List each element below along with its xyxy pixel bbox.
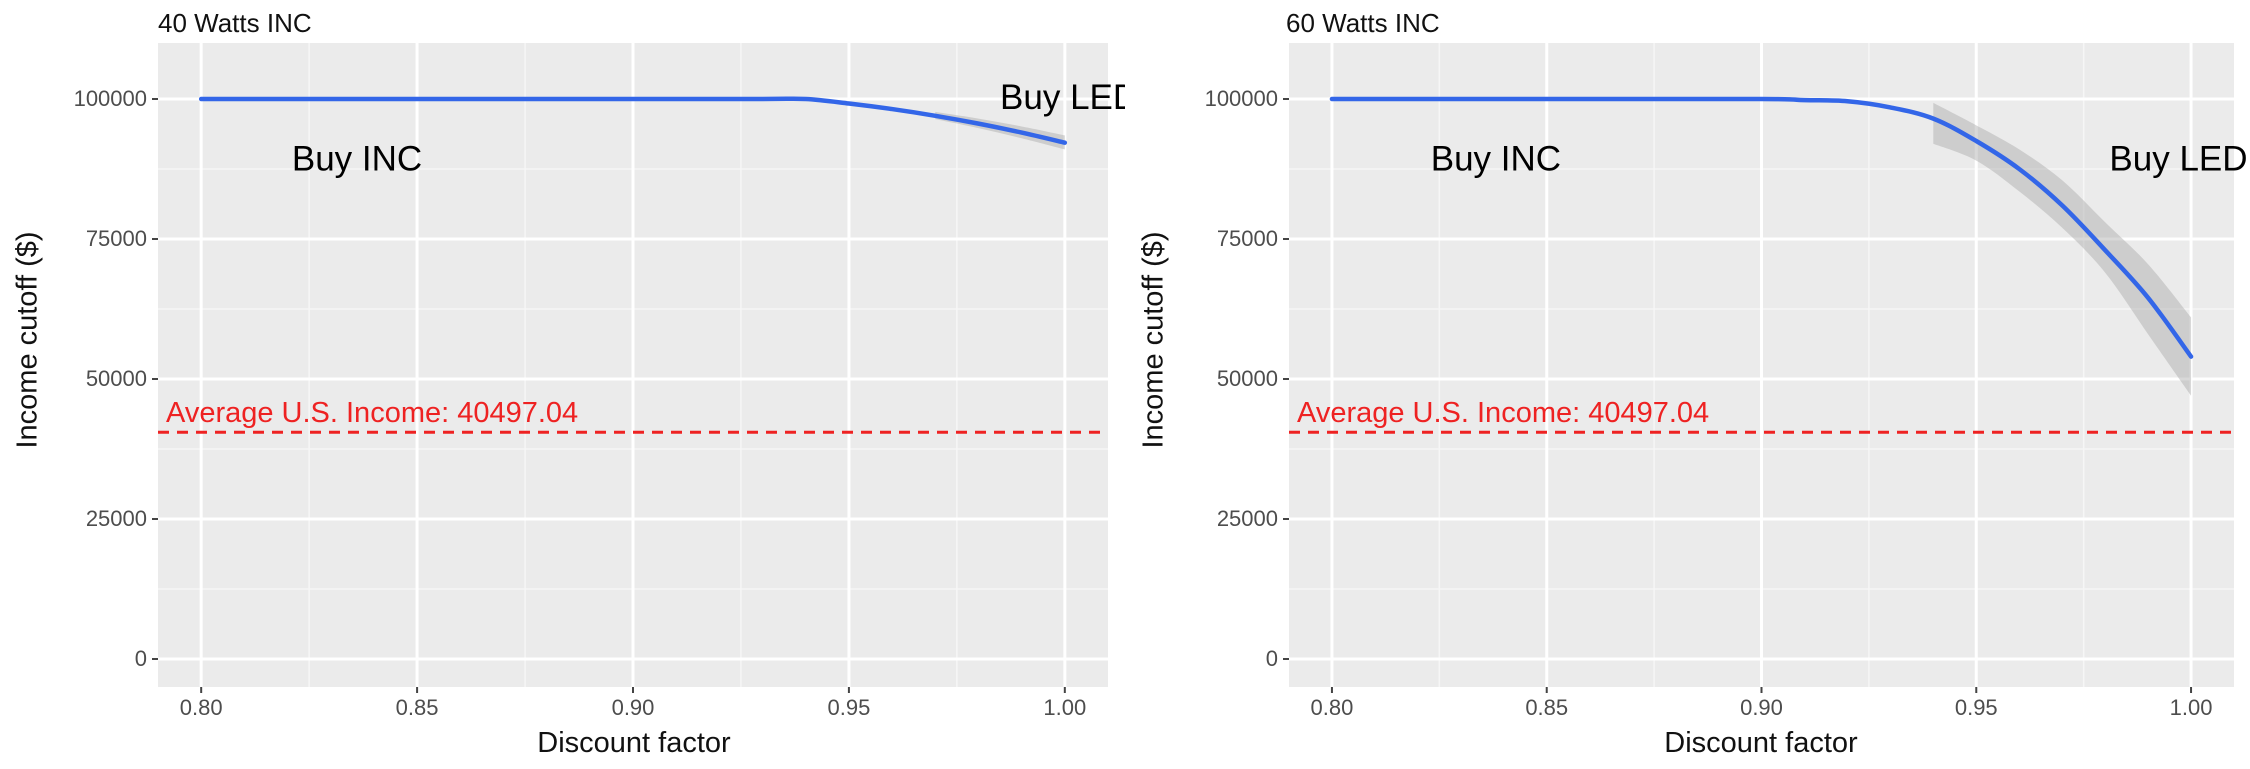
- y-tick-label: 75000: [86, 226, 147, 251]
- y-tick-label: 0: [135, 646, 147, 671]
- x-tick-label: 0.85: [396, 695, 439, 720]
- series-line: [198, 96, 1068, 145]
- x-tick-label: 0.80: [180, 695, 223, 720]
- chart-panel-40-watts: 40 Watts INC Income cutoff ($) Discount …: [12, 8, 1126, 759]
- chart-canvas: 0 25000 50000 75000 100000 0.80 0.85 0.90 0.95 1.…: [74, 43, 1125, 720]
- chart-title: 40 Watts INC: [158, 8, 312, 38]
- chart-canvas: 0 25000 50000 75000 100000 0.80 0.85 0.90 0.95 1.…: [1205, 43, 2248, 720]
- x-axis-label: Discount factor: [1664, 727, 1858, 759]
- reference-line-label: Average U.S. Income: 40497.04: [1297, 397, 1709, 429]
- x-tick-label: 0.95: [827, 695, 870, 720]
- x-tick-label: 0.95: [1955, 695, 1998, 720]
- annotation-label: Buy LED: [2109, 140, 2247, 179]
- y-tick-label: 75000: [1217, 226, 1278, 251]
- chart-panel-60-watts: 60 Watts INC Income cutoff ($) Discount …: [1125, 0, 2250, 769]
- y-tick-label: 50000: [1217, 366, 1278, 391]
- y-tick-label: 25000: [1217, 506, 1278, 531]
- series-line: [1329, 96, 2194, 359]
- x-tick-label: 1.00: [1043, 695, 1086, 720]
- x-tick-label: 1.00: [2170, 695, 2213, 720]
- x-tick-label: 0.80: [1311, 695, 1354, 720]
- x-tick-label: 0.90: [1740, 695, 1783, 720]
- annotation-label: Buy INC: [1431, 140, 1561, 179]
- y-tick-label: 50000: [86, 366, 147, 391]
- y-tick-label: 0: [1266, 646, 1278, 671]
- x-tick-label: 0.90: [612, 695, 655, 720]
- x-tick-label: 0.85: [1525, 695, 1568, 720]
- chart-title: 60 Watts INC: [1286, 8, 1440, 38]
- y-tick-label: 25000: [86, 506, 147, 531]
- reference-line-label: Average U.S. Income: 40497.04: [166, 397, 578, 429]
- y-tick-label: 100000: [74, 86, 147, 111]
- annotation-label: Buy INC: [292, 140, 422, 179]
- annotation-label: Buy LED: [1000, 78, 1125, 117]
- y-tick-label: 100000: [1205, 86, 1278, 111]
- x-axis-label: Discount factor: [537, 727, 731, 759]
